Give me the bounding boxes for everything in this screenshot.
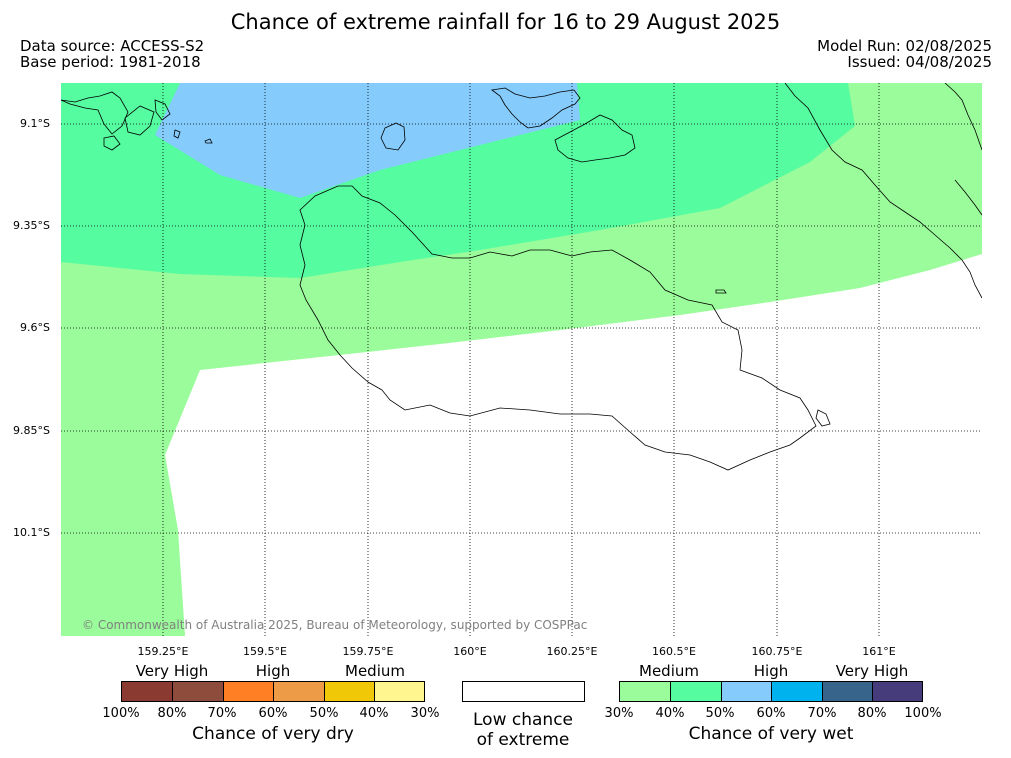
small-island-coast xyxy=(204,138,213,144)
small-island-coast xyxy=(715,289,727,294)
wet-category-label: Very High xyxy=(835,662,909,680)
savo-island-coast xyxy=(380,122,406,151)
dry-color-swatch xyxy=(324,681,375,702)
rainfall-map-svg xyxy=(61,83,982,636)
lat-label: 10.1°S xyxy=(13,526,50,539)
lat-label: 9.6°S xyxy=(20,321,50,334)
wet-tick-label: 80% xyxy=(857,706,887,721)
small-island-coast xyxy=(815,409,831,427)
zone-very-high-wet xyxy=(155,83,580,198)
wet-color-swatch xyxy=(721,681,772,702)
nggela-islands-coast xyxy=(554,114,636,163)
dry-category-label: Medium xyxy=(345,662,405,680)
dry-color-swatch xyxy=(223,681,274,702)
wet-color-swatch xyxy=(670,681,722,702)
neutral-legend-line1: Low chance xyxy=(473,710,573,730)
header-right: Model Run: 02/08/2025 Issued: 04/08/2025 xyxy=(817,38,992,70)
lon-label: 159.75°E xyxy=(342,645,394,658)
wet-tick-label: 40% xyxy=(655,706,685,721)
dry-color-swatch xyxy=(374,681,425,702)
lat-label: 9.85°S xyxy=(13,424,50,437)
lon-label: 161°E xyxy=(862,645,896,658)
russell-islands-coast xyxy=(103,135,121,151)
wet-tick-label: 30% xyxy=(604,706,634,721)
dry-tick-label: 30% xyxy=(410,706,440,721)
model-run-text: Model Run: 02/08/2025 xyxy=(817,37,992,55)
wet-category-label: High xyxy=(753,662,789,680)
wet-color-swatch xyxy=(822,681,873,702)
dry-color-swatch xyxy=(172,681,224,702)
data-source-text: Data source: ACCESS-S2 xyxy=(20,37,205,55)
dry-category-label: Very High xyxy=(135,662,209,680)
map-panel[interactable] xyxy=(61,83,982,636)
dry-tick-label: 70% xyxy=(207,706,237,721)
coastlines xyxy=(61,83,982,471)
wet-tick-label: 50% xyxy=(705,706,735,721)
russell-islands-coast xyxy=(173,129,181,139)
malaita-coast xyxy=(784,83,982,299)
dry-tick-label: 50% xyxy=(309,706,339,721)
malaita-coast xyxy=(944,83,982,151)
base-period-text: Base period: 1981-2018 xyxy=(20,53,201,71)
guadalcanal-coast xyxy=(299,185,817,471)
gridlines xyxy=(61,83,982,636)
dry-tick-label: 40% xyxy=(359,706,389,721)
wet-category-label: Medium xyxy=(639,662,699,680)
lon-label: 160.75°E xyxy=(751,645,803,658)
dry-category-label: High xyxy=(255,662,291,680)
wet-color-swatch xyxy=(771,681,823,702)
wet-legend-title: Chance of very wet xyxy=(688,724,854,744)
dry-tick-label: 60% xyxy=(258,706,288,721)
russell-islands-coast xyxy=(154,99,171,121)
wet-color-swatch xyxy=(619,681,671,702)
lon-label: 160°E xyxy=(453,645,487,658)
dry-tick-label: 100% xyxy=(102,706,140,721)
wet-tick-label: 60% xyxy=(756,706,786,721)
dry-tick-label: 80% xyxy=(157,706,187,721)
issued-text: Issued: 04/08/2025 xyxy=(847,53,992,71)
copyright-text: © Commonwealth of Australia 2025, Bureau… xyxy=(82,618,588,632)
wet-color-swatch xyxy=(872,681,923,702)
neutral-legend-line2: of extreme xyxy=(476,730,570,750)
dry-legend-title: Chance of very dry xyxy=(192,724,354,744)
lon-label: 159.5°E xyxy=(243,645,287,658)
lat-label: 9.35°S xyxy=(13,219,50,232)
nggela-islands-coast xyxy=(490,87,581,129)
wet-tick-label: 70% xyxy=(807,706,837,721)
map-title: Chance of extreme rainfall for 16 to 29 … xyxy=(230,10,781,34)
lon-label: 160.25°E xyxy=(546,645,598,658)
dry-color-swatch xyxy=(121,681,173,702)
lon-label: 159.25°E xyxy=(137,645,189,658)
header-left: Data source: ACCESS-S2 Base period: 1981… xyxy=(20,38,204,70)
malaita-coast xyxy=(954,179,982,216)
russell-islands-coast xyxy=(124,105,155,136)
wet-tick-label: 100% xyxy=(904,706,942,721)
dry-color-swatch xyxy=(273,681,325,702)
lon-label: 160.5°E xyxy=(652,645,696,658)
neutral-color-swatch xyxy=(462,681,585,702)
lat-label: 9.1°S xyxy=(20,117,50,130)
